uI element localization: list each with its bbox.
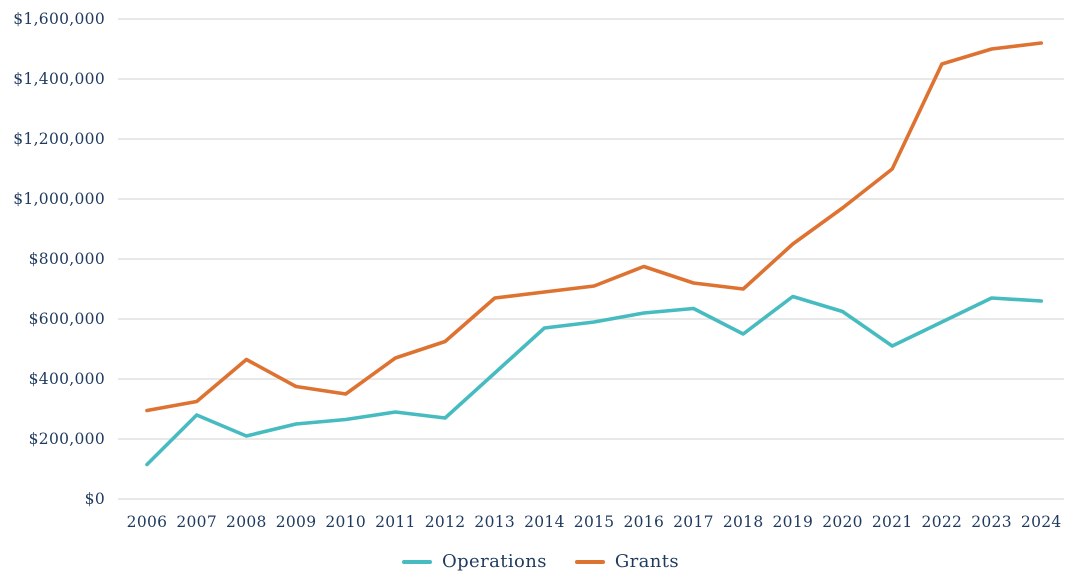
gridlines xyxy=(118,18,1064,500)
x-axis-tick-label: 2024 xyxy=(1021,513,1062,531)
y-axis-tick-label: $600,000 xyxy=(29,310,105,328)
y-axis-tick-label: $1,600,000 xyxy=(13,10,105,28)
y-axis-tick-label: $200,000 xyxy=(29,430,105,448)
x-axis-tick-label: 2006 xyxy=(127,513,168,531)
x-axis-tick-label: 2008 xyxy=(226,513,267,531)
x-axis-tick-label: 2021 xyxy=(872,513,913,531)
x-axis-tick-label: 2012 xyxy=(425,513,466,531)
y-axis-tick-label: $1,200,000 xyxy=(13,130,105,148)
series-lines xyxy=(145,41,1043,467)
x-axis-tick-label: 2015 xyxy=(574,513,615,531)
x-axis-labels: 2006 2007 2008 2009 2010 2011 2012 2013 2014 2015… xyxy=(127,513,1062,531)
y-axis-tick-label: $1,000,000 xyxy=(13,190,105,208)
x-axis-tick-label: 2023 xyxy=(971,513,1012,531)
y-axis-tick-label: $400,000 xyxy=(29,370,105,388)
x-axis-tick-label: 2019 xyxy=(773,513,814,531)
x-axis-tick-label: 2011 xyxy=(375,513,416,531)
y-axis-tick-label: $800,000 xyxy=(29,250,105,268)
x-axis-tick-label: 2014 xyxy=(524,513,565,531)
x-axis-tick-label: 2017 xyxy=(673,513,714,531)
x-axis-tick-label: 2013 xyxy=(474,513,515,531)
x-axis-tick-label: 2016 xyxy=(623,513,664,531)
operations-line xyxy=(145,294,1043,467)
x-axis-tick-label: 2010 xyxy=(325,513,366,531)
y-axis-tick-label: $1,400,000 xyxy=(13,70,105,88)
x-axis-tick-label: 2007 xyxy=(176,513,217,531)
x-axis-tick-label: 2018 xyxy=(723,513,764,531)
x-axis-tick-label: 2009 xyxy=(276,513,317,531)
y-axis-tick-label: $0 xyxy=(85,490,105,508)
grants-line xyxy=(145,41,1043,413)
x-axis-tick-label: 2022 xyxy=(922,513,963,531)
x-axis-tick-label: 2020 xyxy=(822,513,863,531)
y-axis-labels: $0 $200,000 $400,000 $600,000 $800,000 $1,000… xyxy=(13,10,105,508)
